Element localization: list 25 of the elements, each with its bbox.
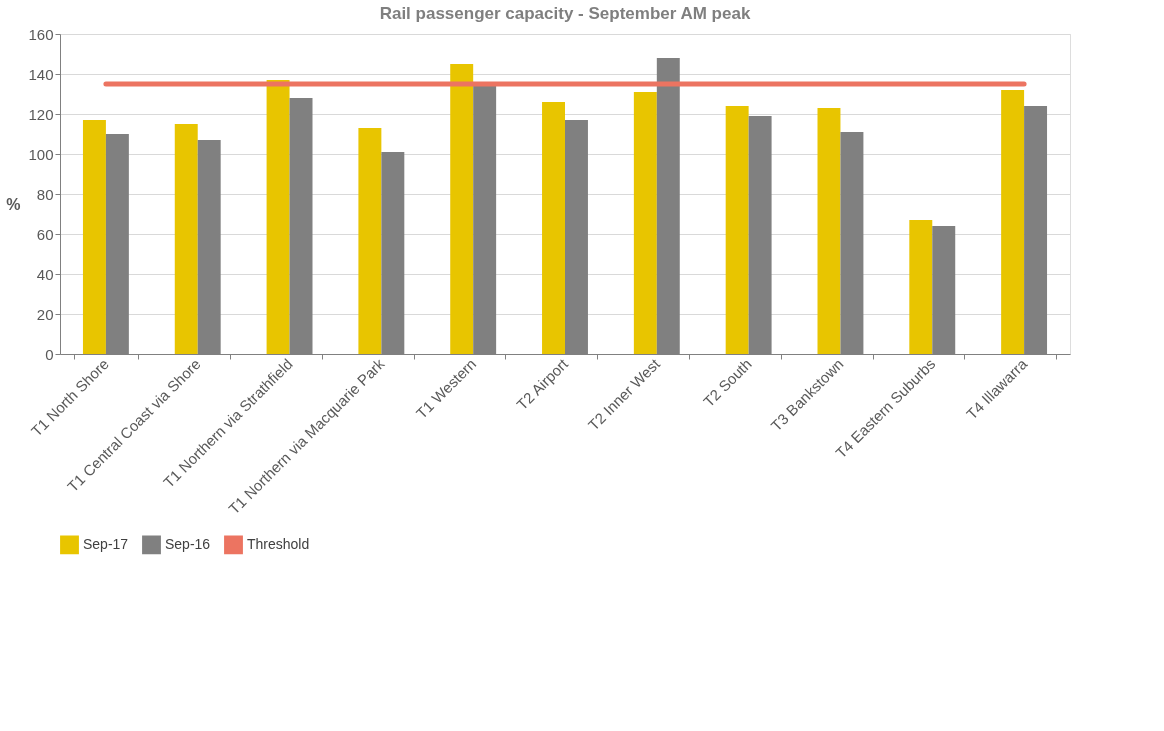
y-tick-label: 80 bbox=[36, 185, 54, 203]
bar bbox=[82, 120, 106, 354]
y-tick-label: 160 bbox=[28, 25, 54, 43]
y-tick-label: 100 bbox=[28, 145, 54, 163]
legend-label: Threshold bbox=[247, 535, 310, 552]
y-tick-label: 120 bbox=[28, 105, 54, 123]
bar bbox=[450, 64, 474, 354]
bar bbox=[174, 124, 198, 354]
y-tick-label: 20 bbox=[36, 305, 54, 323]
y-tick-label: 0 bbox=[45, 345, 54, 363]
y-tick-label: 60 bbox=[36, 225, 54, 243]
bar bbox=[633, 92, 657, 354]
bar bbox=[542, 102, 565, 354]
y-tick-label: 40 bbox=[36, 265, 54, 283]
legend-label: Sep-16 bbox=[165, 535, 211, 552]
bar bbox=[1001, 90, 1025, 354]
y-axis-title: % bbox=[6, 195, 21, 213]
bar bbox=[358, 128, 382, 354]
bar bbox=[725, 106, 749, 354]
bar bbox=[266, 80, 290, 354]
bar bbox=[909, 220, 933, 354]
legend-label: Sep-17 bbox=[83, 535, 129, 552]
bar bbox=[817, 108, 841, 354]
chart-title: Rail passenger capacity - September AM peak bbox=[379, 4, 751, 23]
y-tick-label: 140 bbox=[28, 65, 54, 83]
